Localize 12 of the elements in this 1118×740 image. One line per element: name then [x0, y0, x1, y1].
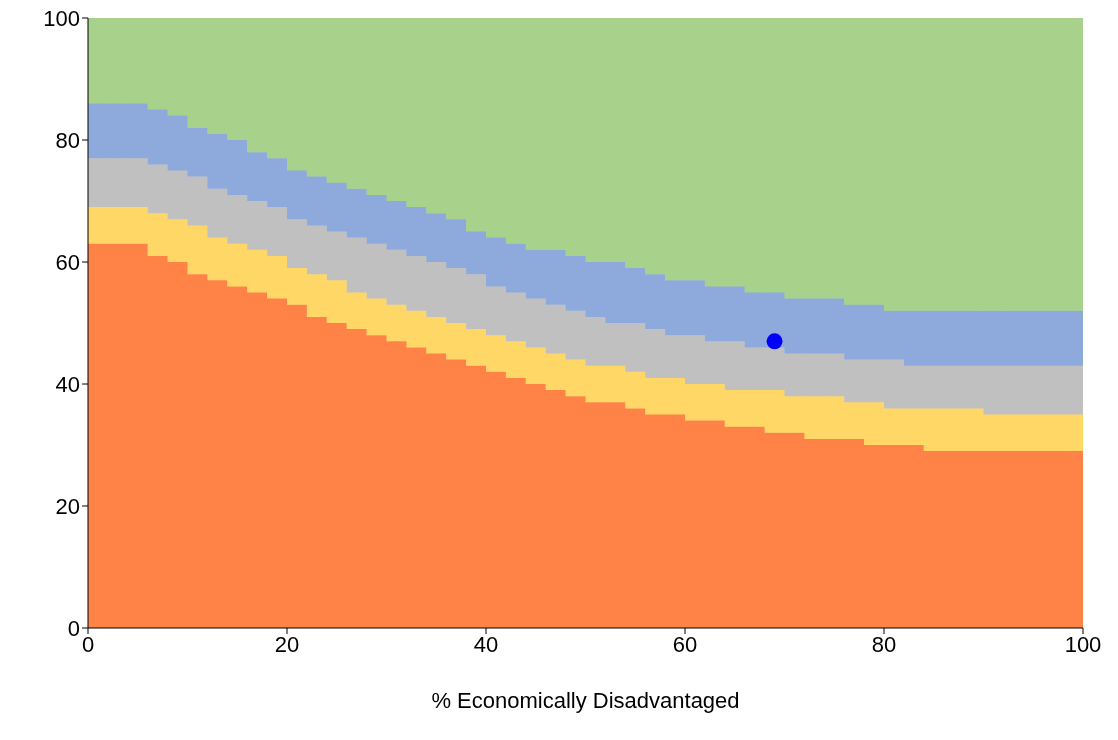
y-tick-label: 80: [55, 127, 80, 153]
x-tick-label: 100: [1064, 631, 1102, 657]
x-tick-label: 40: [473, 631, 499, 657]
y-tick-label: 20: [55, 493, 80, 519]
y-tick-label: 0: [67, 615, 80, 641]
x-axis-title: % Economically Disadvantaged: [431, 688, 740, 713]
y-tick-label: 100: [43, 5, 80, 31]
y-tick-label: 60: [55, 249, 80, 275]
x-tick-label: 80: [871, 631, 897, 657]
x-tick-label: 60: [672, 631, 698, 657]
y-tick-label: 40: [55, 371, 80, 397]
x-tick-label: 20: [274, 631, 300, 657]
